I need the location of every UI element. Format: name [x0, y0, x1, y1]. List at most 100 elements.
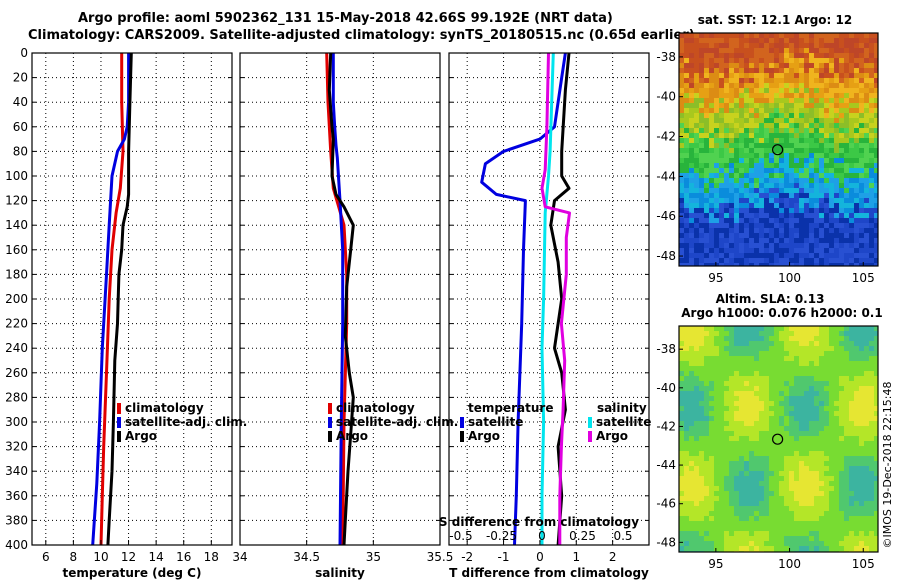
map-pixel: [749, 396, 754, 401]
map-pixel: [764, 361, 769, 366]
map-pixel: [864, 481, 869, 486]
map-pixel: [774, 38, 779, 43]
map-pixel: [809, 233, 814, 238]
map-pixel: [744, 263, 749, 266]
map-pixel: [729, 238, 734, 243]
map-pixel: [799, 391, 804, 396]
map-pixel: [839, 223, 844, 228]
map-pixel: [844, 73, 849, 78]
map-pixel: [859, 253, 864, 258]
map-pixel: [814, 218, 819, 223]
map-pixel: [834, 68, 839, 73]
map-pixel: [794, 83, 799, 88]
map-pixel: [689, 228, 694, 233]
map-pixel: [824, 336, 829, 341]
map-pixel: [679, 158, 684, 163]
map-pixel: [684, 361, 689, 366]
map-pixel: [709, 396, 714, 401]
map-pixel: [724, 406, 729, 411]
map-pixel: [684, 213, 689, 218]
map-pixel: [779, 391, 784, 396]
map-pixel: [844, 263, 849, 266]
map-pixel: [769, 218, 774, 223]
map-pixel: [804, 351, 809, 356]
legend-label: Argo: [336, 429, 368, 443]
map-pixel: [834, 386, 839, 391]
map-pixel: [714, 168, 719, 173]
map-pixel: [794, 93, 799, 98]
map-pixel: [799, 516, 804, 521]
map-pixel: [804, 228, 809, 233]
map-pixel: [864, 33, 869, 38]
map-pixel: [689, 88, 694, 93]
map-pixel: [809, 48, 814, 53]
map-pixel: [764, 233, 769, 238]
map-pixel: [769, 411, 774, 416]
map-pixel: [689, 546, 694, 551]
map-pixel: [749, 223, 754, 228]
map-pixel: [699, 381, 704, 386]
map-pixel: [804, 371, 809, 376]
map-pixel: [749, 446, 754, 451]
map-pixel: [869, 213, 874, 218]
map-pixel: [814, 416, 819, 421]
map-pixel: [749, 88, 754, 93]
map-pixel: [819, 143, 824, 148]
map-pixel: [709, 501, 714, 506]
map-pixel: [779, 83, 784, 88]
map-pixel: [709, 103, 714, 108]
map-pixel: [759, 43, 764, 48]
map-pixel: [869, 163, 874, 168]
map-pixel: [809, 93, 814, 98]
map-pixel: [729, 536, 734, 541]
map-pixel: [699, 331, 704, 336]
map-pixel: [864, 93, 869, 98]
map-pixel: [739, 128, 744, 133]
map-pixel: [789, 148, 794, 153]
map-pixel: [684, 356, 689, 361]
map-pixel: [724, 138, 729, 143]
map-pixel: [714, 58, 719, 63]
map-pixel: [844, 326, 849, 331]
map-pixel: [724, 88, 729, 93]
map-pixel: [734, 178, 739, 183]
map-pixel: [789, 501, 794, 506]
map-pixel: [709, 208, 714, 213]
map-pixel: [764, 218, 769, 223]
map-pixel: [729, 456, 734, 461]
map-pixel: [704, 38, 709, 43]
map-pixel: [814, 48, 819, 53]
map-pixel: [779, 168, 784, 173]
map-pixel: [869, 366, 874, 371]
map-pixel: [749, 411, 754, 416]
map-pixel: [809, 238, 814, 243]
map-pixel: [814, 441, 819, 446]
map-pixel: [769, 78, 774, 83]
map-pixel: [874, 68, 878, 73]
map-pixel: [764, 481, 769, 486]
map-pixel: [814, 426, 819, 431]
map-pixel: [874, 536, 878, 541]
map-pixel: [769, 471, 774, 476]
map-pixel: [794, 108, 799, 113]
map-pixel: [724, 486, 729, 491]
map-pixel: [704, 491, 709, 496]
map-pixel: [839, 341, 844, 346]
map-pixel: [734, 198, 739, 203]
map-pixel: [719, 123, 724, 128]
map-pixel: [754, 68, 759, 73]
map-pixel: [764, 531, 769, 536]
map-pixel: [729, 411, 734, 416]
x-tick-label: 105: [852, 557, 875, 571]
map-pixel: [804, 183, 809, 188]
map-pixel: [804, 188, 809, 193]
map-pixel: [819, 203, 824, 208]
map-pixel: [779, 178, 784, 183]
map-pixel: [729, 113, 734, 118]
map-pixel: [684, 476, 689, 481]
map-pixel: [739, 68, 744, 73]
map-pixel: [699, 441, 704, 446]
map-pixel: [774, 546, 779, 551]
map-pixel: [794, 48, 799, 53]
map-pixel: [784, 536, 789, 541]
